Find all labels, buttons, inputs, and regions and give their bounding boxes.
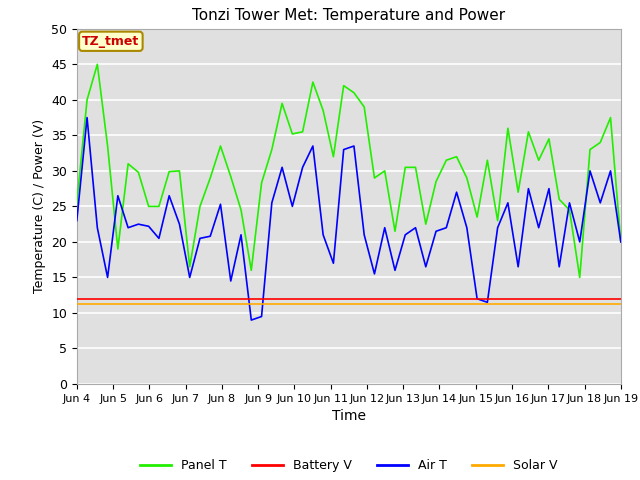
Title: Tonzi Tower Met: Temperature and Power: Tonzi Tower Met: Temperature and Power [192, 9, 506, 24]
X-axis label: Time: Time [332, 409, 366, 423]
Text: TZ_tmet: TZ_tmet [82, 35, 140, 48]
Legend: Panel T, Battery V, Air T, Solar V: Panel T, Battery V, Air T, Solar V [135, 454, 563, 477]
Y-axis label: Temperature (C) / Power (V): Temperature (C) / Power (V) [33, 120, 45, 293]
